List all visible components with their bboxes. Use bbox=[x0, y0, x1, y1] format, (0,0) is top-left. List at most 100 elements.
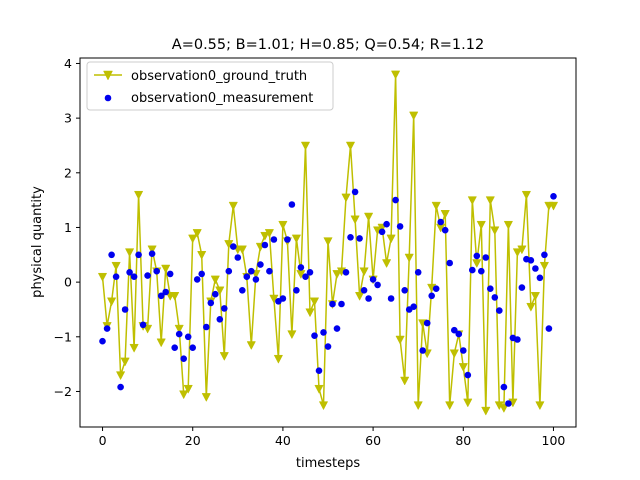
measurement-point bbox=[482, 254, 490, 261]
measurement-point bbox=[230, 243, 237, 250]
measurement-point bbox=[207, 299, 215, 307]
y-tick-label: −2 bbox=[54, 384, 72, 399]
ground-truth-point bbox=[318, 401, 329, 411]
ground-truth-point bbox=[291, 234, 302, 244]
measurement-point bbox=[297, 264, 305, 271]
measurement-point bbox=[288, 201, 296, 208]
measurement-point bbox=[342, 269, 350, 276]
measurement-point bbox=[338, 300, 345, 308]
x-tick-label: 40 bbox=[275, 433, 291, 448]
measurement-point bbox=[329, 300, 336, 308]
measurement-point bbox=[460, 347, 467, 354]
measurement-point bbox=[410, 303, 418, 311]
measurement-point bbox=[284, 236, 291, 243]
ground-truth-point bbox=[210, 275, 220, 285]
measurement-point bbox=[148, 250, 156, 257]
measurement-point bbox=[302, 273, 309, 281]
measurement-point bbox=[419, 347, 427, 354]
ground-truth-point bbox=[409, 111, 419, 121]
measurement-point bbox=[455, 330, 463, 338]
measurement-point bbox=[505, 400, 512, 407]
ground-truth-point bbox=[237, 245, 247, 255]
ground-truth-point bbox=[332, 270, 342, 279]
measurement-point bbox=[117, 383, 124, 391]
ground-truth-point bbox=[481, 406, 491, 416]
measurement-point bbox=[248, 267, 255, 275]
y-axis-label: physical quantity bbox=[30, 186, 45, 298]
ground-truth-point bbox=[273, 354, 284, 364]
measurement-point bbox=[221, 305, 228, 312]
measurement-point bbox=[432, 285, 440, 293]
measurement-point bbox=[157, 292, 165, 300]
ground-truth-point bbox=[395, 335, 405, 345]
plot-area bbox=[97, 70, 559, 416]
y-tick-label: 0 bbox=[64, 275, 72, 290]
measurement-point bbox=[464, 371, 472, 379]
ground-truth-point bbox=[431, 201, 441, 211]
measurement-point bbox=[396, 223, 404, 230]
measurement-point bbox=[423, 319, 431, 327]
ground-truth-point bbox=[97, 272, 108, 282]
measurement-point bbox=[234, 254, 242, 261]
measurement-point bbox=[487, 285, 494, 293]
ground-truth-point bbox=[228, 201, 238, 211]
ground-truth-point bbox=[503, 220, 514, 230]
ground-truth-point bbox=[449, 349, 459, 359]
measurement-point bbox=[257, 261, 264, 268]
measurement-point bbox=[446, 259, 454, 267]
ground-truth-point bbox=[278, 220, 288, 230]
measurement-point bbox=[162, 288, 169, 296]
measurement-point bbox=[139, 321, 147, 329]
measurement-point bbox=[135, 251, 142, 259]
measurement-point bbox=[103, 325, 111, 332]
measurement-point bbox=[514, 336, 521, 343]
legend-label-ground-truth: observation0_ground_truth bbox=[131, 69, 307, 84]
measurement-point bbox=[387, 295, 395, 302]
ground-truth-point bbox=[354, 292, 365, 301]
axes-frame bbox=[79, 57, 577, 428]
measurement-point bbox=[527, 257, 535, 264]
measurement-point bbox=[175, 330, 183, 338]
ground-truth-point bbox=[381, 259, 392, 269]
measurement-point bbox=[153, 267, 160, 275]
ground-truth-point bbox=[179, 390, 189, 400]
ground-truth-point bbox=[309, 297, 320, 307]
chart-title: A=0.55; B=1.01; H=0.85; Q=0.54; R=1.12 bbox=[172, 37, 484, 53]
measurement-point bbox=[545, 325, 553, 332]
ground-truth-point bbox=[517, 245, 527, 255]
measurement-point bbox=[441, 226, 449, 234]
measurement-point bbox=[478, 267, 485, 275]
ground-truth-point bbox=[341, 193, 351, 203]
ground-truth-point bbox=[305, 308, 315, 318]
ground-truth-point bbox=[390, 70, 401, 80]
legend: observation0_ground_truth observation0_m… bbox=[86, 61, 334, 111]
y-tick-label: 2 bbox=[64, 165, 72, 180]
ground-truth-point bbox=[188, 234, 198, 244]
ground-truth-point bbox=[269, 294, 279, 304]
ground-truth-point bbox=[359, 267, 369, 277]
measurement-point bbox=[491, 294, 499, 301]
measurement-point bbox=[536, 274, 544, 282]
ground-truth-point bbox=[490, 226, 500, 236]
ground-truth-point bbox=[440, 210, 450, 219]
ground-truth-point bbox=[197, 251, 207, 260]
measurement-point bbox=[541, 251, 548, 259]
ground-truth-point bbox=[386, 234, 396, 244]
ground-truth-point bbox=[264, 229, 275, 238]
measurement-point bbox=[112, 273, 120, 281]
measurement-point bbox=[293, 287, 300, 294]
x-axis-label: timesteps bbox=[296, 456, 360, 471]
ground-truth-point bbox=[485, 196, 495, 206]
measurement-point bbox=[320, 329, 327, 336]
y-tick-label: 3 bbox=[64, 111, 72, 126]
measurement-point bbox=[212, 290, 219, 298]
ground-truth-point bbox=[404, 253, 414, 263]
measurement-point bbox=[130, 273, 138, 281]
measurement-point bbox=[324, 343, 332, 350]
x-tick-label: 0 bbox=[99, 433, 107, 448]
ground-truth-point bbox=[133, 190, 144, 200]
measurement-point bbox=[306, 269, 314, 276]
measurement-point bbox=[99, 337, 106, 345]
measurement-point bbox=[351, 188, 359, 196]
ground-truth-point bbox=[300, 141, 311, 151]
